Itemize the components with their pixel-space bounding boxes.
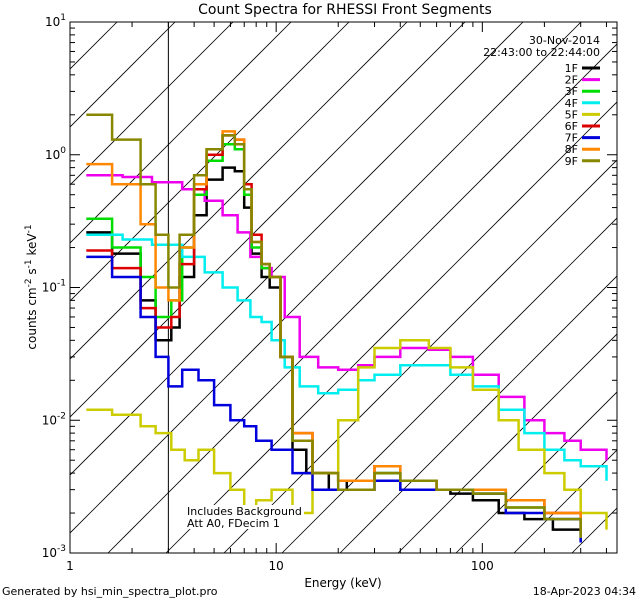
legend-label-6F: 6F [565,120,578,133]
hatch-line [397,333,617,553]
legend-label-4F: 4F [565,97,578,110]
legend-time-range: 22:43:00 to 22:44:00 [483,46,600,59]
series-4F [86,233,608,481]
x-axis-label: Energy (keV) [304,576,381,590]
footer-timestamp: 18-Apr-2023 04:34 [533,585,636,598]
hatch-line [630,0,640,553]
hatch-line [70,22,350,302]
x-tick-label: 10 [269,559,284,573]
legend-label-8F: 8F [565,143,578,156]
legend-label-1F: 1F [565,62,578,75]
hatch-line [281,217,617,553]
y-tick-label: 10-3 [42,544,66,560]
excluded-energy-hatch [70,0,640,553]
legend-date: 30-Nov-2014 [529,34,600,47]
y-tick-label: 100 [45,146,66,162]
x-tick-label: 1 [66,559,74,573]
axes: 1 10 100 10-3 10-2 10-1 100 101 [42,13,617,573]
hatch-line [70,22,466,418]
hatch-line [107,43,617,553]
hatch-line [339,275,617,553]
annotation-line: Att A0, FDecim 1 [187,517,280,530]
hatch-line [165,101,617,553]
hatch-line [70,22,408,360]
plot-frame [69,21,618,554]
series-1F [86,166,582,543]
y-tick-label: 10-1 [42,279,66,295]
hatch-line [70,22,292,244]
y-tick-label: 101 [45,13,66,29]
series-lines [86,113,608,543]
legend-label-7F: 7F [565,132,578,145]
hatch-line [455,391,617,553]
footer-generated-by: Generated by hsi_min_spectra_plot.pro [2,585,218,598]
series-9F [86,113,582,538]
legend-label-3F: 3F [565,85,578,98]
x-tick-label: 100 [471,559,494,573]
hatch-line [223,159,617,553]
hatch-line [70,22,234,186]
y-tick-label: 10-2 [42,411,66,427]
chart-title: Count Spectra for RHESSI Front Segments [198,2,492,18]
annotation-background [184,505,304,529]
legend-label-2F: 2F [565,74,578,87]
legend-label-5F: 5F [565,108,578,121]
hatch-line [70,22,524,476]
hatch-line [70,22,582,534]
legend-label-9F: 9F [565,155,578,168]
annotation-line: Includes Background [187,505,302,518]
y-axis-label: counts cm-2 s-1 keV-1 [24,224,39,349]
